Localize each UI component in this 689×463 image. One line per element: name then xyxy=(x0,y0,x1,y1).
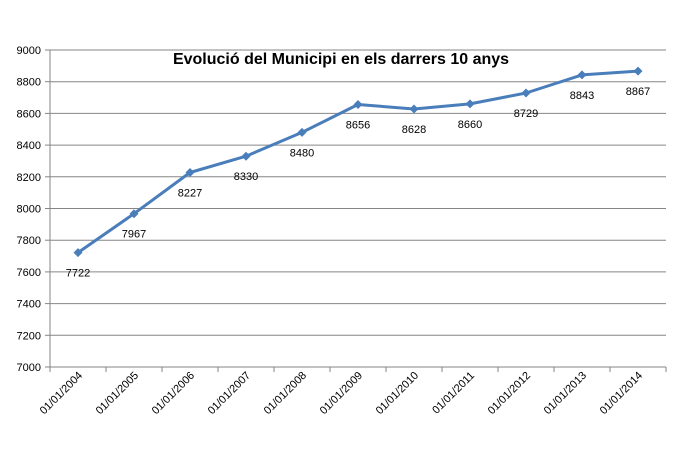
x-axis-ticks: 01/01/2004 01/01/2005 01/01/2006 01/01/2007… xyxy=(38,367,667,417)
data-label: 8729 xyxy=(514,108,538,120)
x-tick-label: 01/01/2006 xyxy=(150,370,197,417)
y-tick-label: 9000 xyxy=(17,45,41,57)
y-tick-label: 7600 xyxy=(17,267,41,279)
x-tick-label: 01/01/2010 xyxy=(374,370,421,417)
y-tick-label: 7800 xyxy=(17,235,41,247)
data-label: 8843 xyxy=(570,90,594,102)
data-label: 8660 xyxy=(458,119,482,131)
x-tick-label: 01/01/2004 xyxy=(38,370,85,417)
y-tick-label: 7400 xyxy=(17,299,41,311)
data-point xyxy=(353,100,363,110)
data-label: 7722 xyxy=(66,268,90,280)
data-label: 8330 xyxy=(234,171,258,183)
data-point xyxy=(409,104,419,114)
data-point xyxy=(73,248,83,258)
series-line xyxy=(77,69,639,254)
data-label: 8227 xyxy=(178,188,202,200)
y-tick-label: 8200 xyxy=(17,172,41,184)
chart-title: Evolució del Municipi en els darrers 10 … xyxy=(173,51,509,68)
x-tick-label: 01/01/2014 xyxy=(598,370,645,417)
y-axis-ticks: 7000 7200 7400 7600 7800 8000 8200 8400 8600 8800… xyxy=(17,45,50,374)
y-tick-label: 8000 xyxy=(17,204,41,216)
x-tick-label: 01/01/2011 xyxy=(430,370,477,417)
y-tick-label: 8600 xyxy=(17,108,41,120)
data-point xyxy=(633,66,643,76)
x-tick-label: 01/01/2007 xyxy=(206,370,253,417)
y-tick-label: 7200 xyxy=(17,330,41,342)
x-tick-label: 01/01/2008 xyxy=(262,370,309,417)
series-population xyxy=(73,66,643,258)
data-label: 8480 xyxy=(290,147,314,159)
data-point xyxy=(185,168,195,178)
data-label: 8656 xyxy=(346,120,370,132)
gridlines xyxy=(50,49,666,336)
data-point xyxy=(241,151,251,161)
data-point xyxy=(297,127,307,137)
y-tick-label: 8800 xyxy=(17,77,41,89)
x-tick-label: 01/01/2013 xyxy=(542,370,589,417)
data-point xyxy=(465,99,475,109)
data-point xyxy=(577,70,587,80)
data-point xyxy=(521,88,531,98)
data-label: 7967 xyxy=(122,229,146,241)
data-labels: 7722 7967 8227 8330 8480 8656 8628 8660 8729 8843… xyxy=(66,86,650,279)
data-label: 8628 xyxy=(402,124,426,136)
data-point xyxy=(129,209,139,219)
x-tick-label: 01/01/2012 xyxy=(486,370,533,417)
x-tick-label: 01/01/2005 xyxy=(94,370,141,417)
data-label: 8867 xyxy=(626,86,650,98)
x-tick-label: 01/01/2009 xyxy=(318,370,365,417)
y-tick-label: 7000 xyxy=(17,362,41,374)
y-tick-label: 8400 xyxy=(17,140,41,152)
